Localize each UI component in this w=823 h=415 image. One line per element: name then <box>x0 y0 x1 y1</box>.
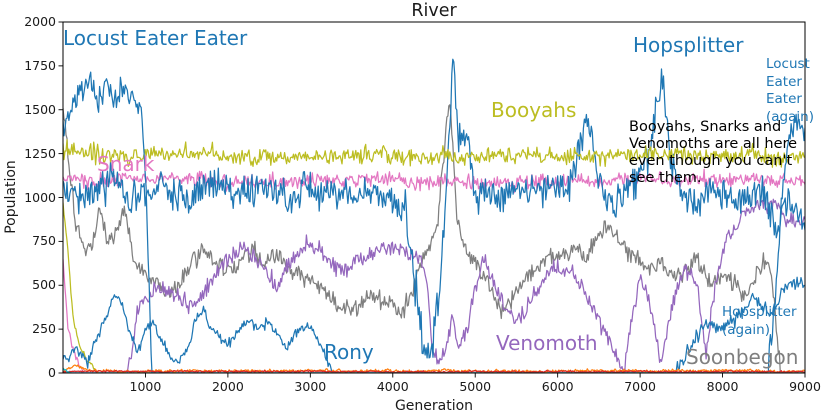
annotation-hopsplitter: Hopsplitter <box>633 33 744 57</box>
x-tick-label-5000: 5000 <box>459 379 492 394</box>
x-tick-label-6000: 6000 <box>541 379 574 394</box>
x-tick-label-9000: 9000 <box>789 379 821 394</box>
axis-ticks <box>58 21 806 378</box>
y-tick-label-1500: 1500 <box>24 101 56 117</box>
y-tick-label-250: 250 <box>32 321 56 337</box>
series-line-booyahs <box>63 139 805 168</box>
x-tick-label-2000: 2000 <box>211 379 244 394</box>
x-tick-label-7000: 7000 <box>624 379 657 394</box>
series-line-venomoth <box>63 197 805 373</box>
annotation-snark: Snark <box>97 152 155 176</box>
annotation-locust-eater-eater: Locust Eater Eater <box>63 26 248 50</box>
series-line-remnant-orange <box>63 364 805 373</box>
plot-border <box>62 21 806 374</box>
chart-title: River <box>411 1 457 21</box>
y-tick-label-0: 0 <box>48 365 56 380</box>
series-line-rony <box>63 294 805 373</box>
y-tick-label-1250: 1250 <box>24 145 56 161</box>
y-tick-label-2000: 2000 <box>24 14 56 29</box>
x-tick-label-1000: 1000 <box>129 379 162 394</box>
annotation-booyahs: Booyahs <box>491 98 577 122</box>
annotation-soonbegon: Soonbegon <box>686 345 799 369</box>
series-lines <box>63 58 805 373</box>
annotation-locust-eater-eater-again: Locust Eater Eater (again) <box>766 56 814 125</box>
x-tick-label-4000: 4000 <box>376 379 409 394</box>
series-line-hopsplitter <box>63 58 805 359</box>
annotation-rony: Rony <box>324 340 374 364</box>
series-line-hopsplitter-again <box>63 276 805 373</box>
y-tick-label-1000: 1000 <box>24 189 56 205</box>
series-line-remnant-red <box>63 369 805 373</box>
y-tick-label-500: 500 <box>32 277 56 293</box>
y-tick-label-1750: 1750 <box>24 57 56 73</box>
annotation-hidden-species-note: Booyahs, Snarks and Venomoths are all he… <box>629 119 798 186</box>
y-tick-label-750: 750 <box>32 233 56 249</box>
series-line-snark <box>63 168 805 194</box>
x-tick-label-3000: 3000 <box>294 379 327 394</box>
series-line-soonbegon <box>63 104 805 373</box>
x-tick-label-8000: 8000 <box>706 379 739 394</box>
annotation-venomoth: Venomoth <box>496 331 598 355</box>
annotation-hopsplitter-again: Hopsplitter (again) <box>722 304 797 338</box>
x-axis-label: Generation <box>394 398 474 414</box>
